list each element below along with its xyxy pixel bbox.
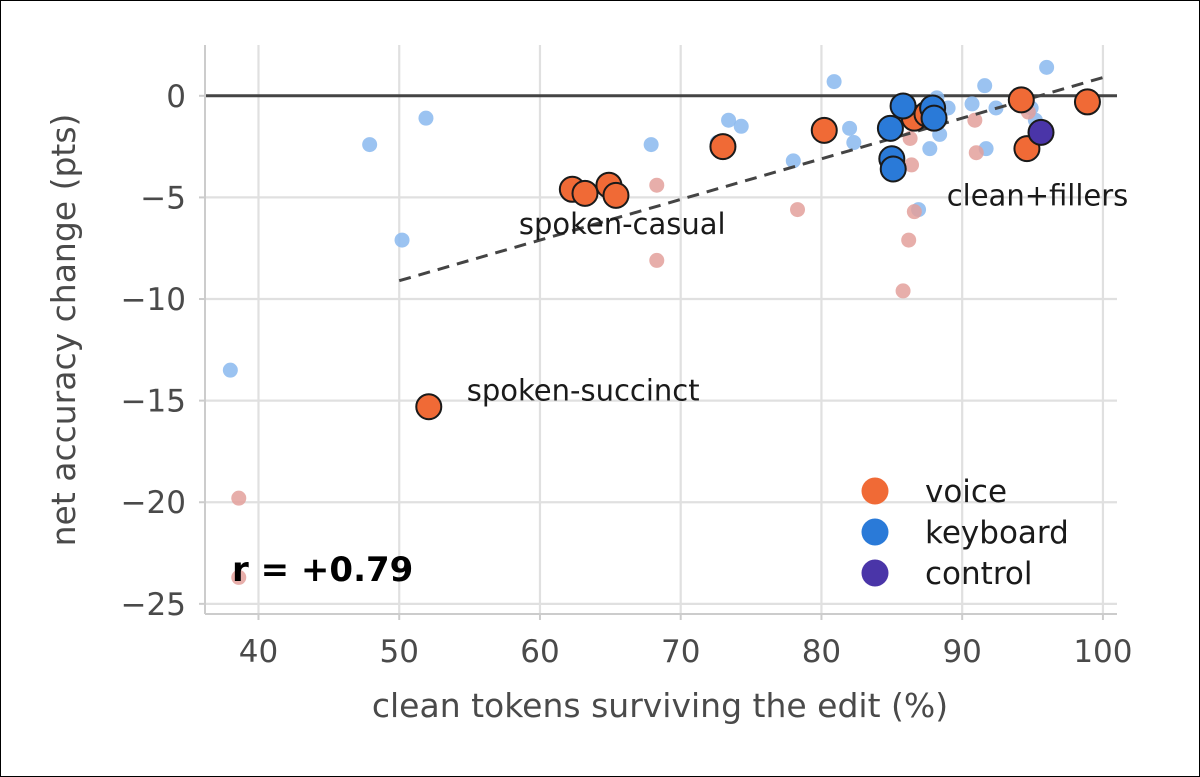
legend-marker-control	[861, 559, 889, 587]
background-point	[231, 569, 247, 585]
legend: voice keyboard control	[861, 474, 1069, 592]
background-point	[906, 204, 922, 220]
voice-point	[810, 116, 838, 144]
keyboard-point	[876, 114, 904, 142]
background-point	[842, 120, 858, 136]
background-point	[231, 490, 247, 506]
legend-marker-keyboard	[861, 518, 889, 546]
annotation-label: spoken-casual	[519, 207, 726, 241]
background-points	[222, 59, 1055, 585]
background-point	[222, 362, 238, 378]
x-tick-label: 40	[239, 634, 278, 670]
legend-label-voice: voice	[925, 474, 1007, 510]
background-point	[785, 153, 801, 169]
y-tick-label: −25	[121, 587, 186, 623]
keyboard-point	[889, 92, 917, 120]
grid	[205, 45, 1117, 614]
x-axis-label: clean tokens surviving the edit (%)	[372, 686, 948, 725]
y-tick-label: −20	[121, 485, 186, 521]
axes	[199, 45, 1117, 620]
trend-layer	[398, 74, 1111, 283]
background-point	[967, 112, 983, 128]
legend-marker-voice	[861, 477, 889, 505]
background-point	[418, 110, 434, 126]
voice-point	[571, 179, 599, 207]
background-point	[901, 232, 917, 248]
keyboard-point	[879, 155, 907, 183]
background-point	[977, 78, 993, 94]
background-point	[922, 141, 938, 157]
voice-point	[1007, 86, 1035, 114]
background-point	[1039, 59, 1055, 75]
x-tick-label: 50	[379, 634, 418, 670]
x-tick-label: 90	[942, 634, 981, 670]
background-point	[968, 145, 984, 161]
background-point	[362, 137, 378, 153]
background-point	[649, 177, 665, 193]
background-point	[394, 232, 410, 248]
background-point	[721, 112, 737, 128]
y-tick-label: −10	[121, 282, 186, 318]
keyboard-point	[920, 104, 948, 132]
correlation-label: r = +0.79	[232, 550, 413, 590]
legend-label-keyboard: keyboard	[925, 515, 1069, 551]
background-point	[904, 157, 920, 173]
voice-point	[602, 181, 630, 209]
x-tick-label: 70	[661, 634, 700, 670]
voice-point	[709, 133, 737, 161]
x-tick-label: 80	[802, 634, 841, 670]
voice-point	[415, 393, 443, 421]
annotations: spoken-casual spoken-succinct clean+filler…	[467, 179, 1128, 408]
background-point	[895, 283, 911, 299]
y-axis-label: net accuracy change (pts)	[44, 114, 83, 547]
background-point	[643, 137, 659, 153]
control-point	[1027, 118, 1055, 146]
background-point	[790, 202, 806, 218]
background-point	[733, 118, 749, 134]
tick-labels: 40 50 60 70 80 90 100 0 −5 −10 −15 −20 −25	[121, 79, 1133, 670]
series-points	[415, 86, 1101, 421]
background-point	[649, 252, 665, 268]
x-tick-label: 60	[520, 634, 559, 670]
y-tick-label: −5	[140, 180, 186, 216]
voice-point	[1073, 88, 1101, 116]
y-tick-label: 0	[166, 79, 186, 115]
background-point	[846, 135, 862, 151]
trend-line	[398, 74, 1111, 283]
background-point	[826, 74, 842, 90]
annotation-label: spoken-succinct	[467, 374, 700, 408]
annotation-label: clean+fillers	[947, 179, 1129, 213]
background-point	[964, 96, 980, 112]
x-tick-label: 100	[1073, 634, 1132, 670]
y-tick-label: −15	[121, 384, 186, 420]
legend-label-control: control	[925, 556, 1032, 592]
